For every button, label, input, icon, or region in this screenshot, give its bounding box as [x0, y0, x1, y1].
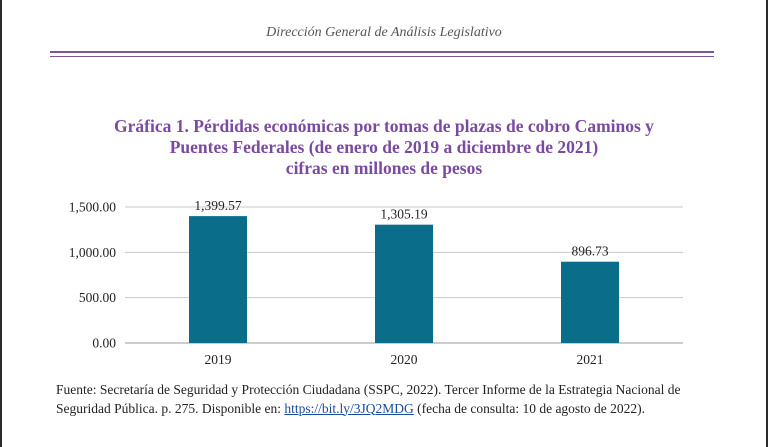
- chart-title-line-1: Gráfica 1. Pérdidas económicas por tomas…: [114, 116, 654, 136]
- y-tick-label: 0.00: [92, 336, 116, 351]
- y-tick-label: 1,500.00: [69, 200, 117, 215]
- source-text: Fuente: Secretaría de Seguridad y Protec…: [56, 382, 681, 416]
- chart-title: Gráfica 1. Pérdidas económicas por tomas…: [40, 116, 728, 179]
- chart-title-line-2: Puentes Federales (de enero de 2019 a di…: [169, 137, 599, 157]
- bar: [189, 216, 247, 343]
- page-left-edge: [0, 0, 2, 447]
- source-link[interactable]: https://bit.ly/3JQ2MDG: [284, 400, 414, 416]
- page-header: Dirección General de Análisis Legislativ…: [266, 25, 502, 40]
- x-tick-label: 2021: [577, 352, 604, 367]
- x-tick-label: 2020: [391, 352, 418, 367]
- page-right-edge: [766, 0, 768, 447]
- y-tick-label: 500.00: [79, 290, 116, 305]
- header-rule-thin: [50, 56, 714, 57]
- bar: [375, 224, 433, 343]
- chart-title-line-3: cifras en millones de pesos: [285, 158, 483, 178]
- data-label: 1,399.57: [194, 198, 242, 213]
- source-text-end: (fecha de consulta: 10 de agosto de 2022…: [413, 400, 646, 416]
- header-rule: [50, 51, 714, 53]
- bar: [561, 261, 619, 343]
- source-note: Fuente: Secretaría de Seguridad y Protec…: [56, 381, 716, 418]
- y-tick-label: 1,000.00: [69, 245, 117, 260]
- data-label: 896.73: [571, 244, 608, 259]
- data-label: 1,305.19: [380, 207, 428, 222]
- x-tick-label: 2019: [205, 352, 232, 367]
